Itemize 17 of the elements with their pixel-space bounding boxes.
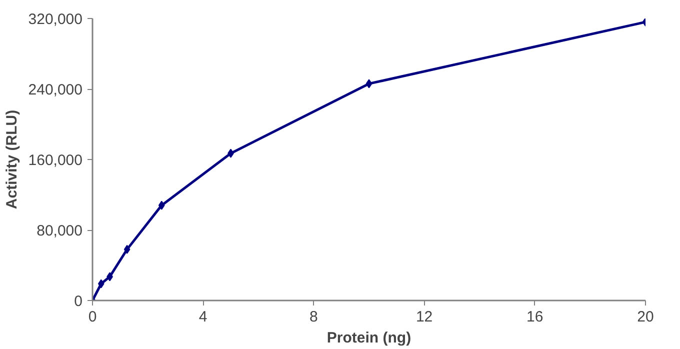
point <box>366 79 372 88</box>
x-tick-label: 12 <box>416 308 433 326</box>
x-tick-label: 16 <box>526 308 544 326</box>
x-tick-label: 8 <box>310 308 318 326</box>
y-tick-label: 240,000 <box>28 82 83 98</box>
x-tick-label: 20 <box>637 308 654 326</box>
x-axis-title: Protein (ng) <box>326 330 412 346</box>
y-tick-label: 0 <box>74 293 82 310</box>
y-axis-title: Activity (RLU) <box>3 110 20 210</box>
x-tick-label: 4 <box>198 308 208 326</box>
y-tick-label: 160,000 <box>28 152 83 169</box>
y-tick-label: 80,000 <box>36 222 83 240</box>
point <box>98 279 104 288</box>
x-tick-label: 0 <box>88 308 97 326</box>
point <box>158 200 165 210</box>
point <box>124 244 130 254</box>
y-tick-label: 320,000 <box>28 11 83 28</box>
